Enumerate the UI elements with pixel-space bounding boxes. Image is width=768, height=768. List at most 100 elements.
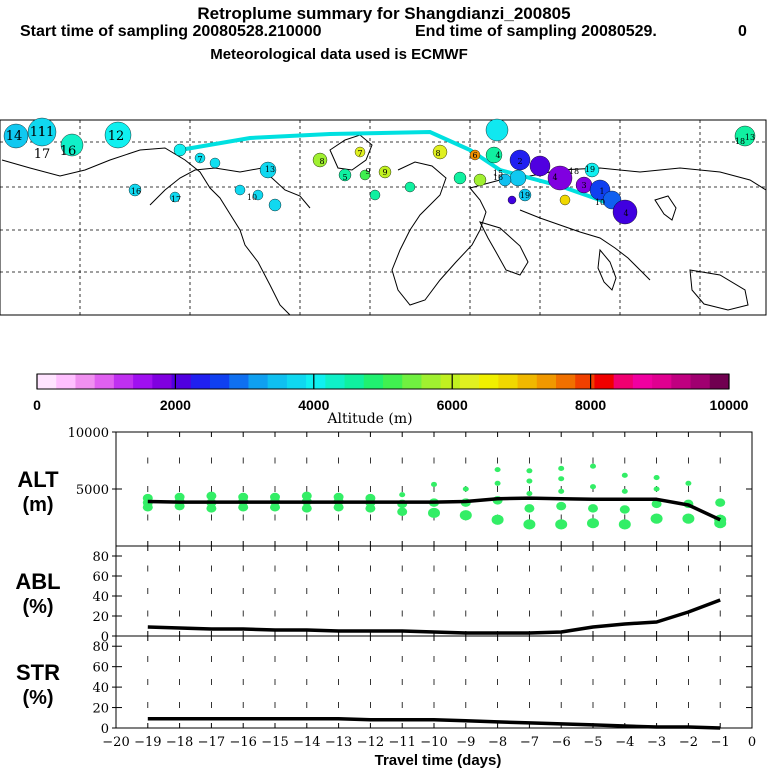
scatter-point [428, 507, 440, 519]
x-tick-label: −6 [552, 735, 571, 750]
map-frame [0, 119, 767, 316]
x-tick-label: −17 [198, 735, 225, 750]
map-label: 18 [569, 167, 579, 176]
y-tick-label: 5000 [76, 483, 109, 498]
colorbar-swatch [248, 374, 269, 389]
y-tick-label: 20 [92, 610, 109, 625]
colorbar-swatch [56, 374, 76, 389]
scatter-point [651, 499, 662, 509]
colorbar-swatch [37, 374, 57, 389]
scatter-point [588, 504, 598, 513]
x-tick-label: −13 [325, 735, 352, 750]
trajectory-marker [252, 189, 264, 201]
colorbar-swatch [75, 374, 96, 389]
colorbar-swatch [267, 374, 288, 389]
x-tick-label: −18 [166, 735, 193, 750]
x-tick-label: −8 [488, 735, 507, 750]
trajectory-marker [169, 191, 181, 203]
trajectory-marker [378, 165, 392, 179]
scatter-point [301, 504, 312, 513]
trajectory-marker [485, 146, 503, 164]
panel-ylabel-units: (%) [22, 687, 53, 709]
x-tick-label: −9 [456, 735, 475, 750]
map-label: 9 [382, 168, 387, 177]
scatter-point [526, 491, 533, 497]
map-label: 9 [365, 167, 370, 176]
scatter-point [494, 480, 501, 486]
map-label: 16 [60, 144, 77, 159]
map-label: 13 [265, 165, 275, 174]
trajectory-marker [259, 161, 277, 179]
trajectory-marker [354, 146, 366, 158]
scatter-point [462, 486, 469, 492]
start-time-label: Start time of sampling 20080528.210000 [20, 23, 322, 40]
scatter-point [491, 514, 504, 525]
trajectory-marker [27, 117, 57, 147]
met-data-label: Meteorological data used is ECMWF [210, 46, 468, 63]
y-tick-label: 80 [92, 640, 109, 655]
trajectory-marker [173, 143, 187, 157]
scatter-point [715, 498, 726, 507]
x-tick-label: 0 [748, 735, 756, 750]
end-time-suffix: 0 [738, 23, 747, 40]
trajectory-marker [469, 149, 481, 161]
colorbar-swatch [171, 374, 192, 389]
map-label: 12 [108, 129, 125, 144]
end-time-label: End time of sampling 20080529. [415, 23, 657, 40]
x-tick-label: −20 [102, 735, 129, 750]
x-tick-label: −1 [711, 735, 730, 750]
map-label: 10 [595, 198, 605, 207]
coastline [654, 195, 677, 221]
colorbar-swatch [671, 374, 692, 389]
map-label: 5 [342, 173, 347, 182]
map-label: 8 [319, 157, 324, 166]
map-label: 3 [581, 181, 586, 190]
colorbar-swatch [575, 374, 595, 389]
scatter-point [431, 481, 437, 487]
y-tick-label: 10000 [68, 426, 109, 441]
colorbar-swatch [690, 374, 711, 389]
colorbar-swatch [306, 374, 326, 389]
y-tick-label: 40 [92, 590, 109, 605]
colorbar-swatch [94, 374, 115, 389]
trajectory-marker [509, 169, 527, 187]
map-label: 18 [735, 137, 745, 146]
map-label: 17 [171, 195, 181, 204]
x-tick-label: −5 [583, 735, 602, 750]
map-label: 10 [247, 193, 257, 202]
coastline [689, 269, 749, 311]
scatter-point [621, 488, 628, 494]
series-line [147, 717, 721, 730]
scatter-point [653, 475, 660, 481]
map-label: 17 [34, 147, 51, 162]
colorbar-swatch [536, 374, 557, 389]
trajectory-marker [509, 149, 531, 171]
map-label: 16 [493, 173, 503, 182]
scatter-point [619, 505, 630, 514]
scatter-point [556, 501, 567, 511]
map-label: 6 [472, 151, 477, 160]
trajectory-marker [547, 165, 573, 191]
trajectory-marker [359, 169, 371, 181]
colorbar-swatch [459, 374, 480, 389]
map-label: 13 [745, 133, 755, 142]
y-tick-label: 80 [92, 550, 109, 565]
x-tick-label: −10 [420, 735, 447, 750]
trajectory-marker [584, 162, 600, 178]
colorbar-swatch [479, 374, 499, 389]
colorbar-swatch [498, 374, 519, 389]
x-tick-label: −11 [388, 735, 415, 750]
altitude-colorbar: 0 2000 4000 6000 8000 10000 Altitude (m) [33, 373, 749, 427]
trajectory-marker [473, 173, 487, 187]
trajectory-marker [128, 183, 142, 197]
trajectory-marker [194, 152, 206, 164]
trajectory-marker [369, 189, 381, 201]
trajectory-marker [268, 198, 282, 212]
colorbar-swatch [402, 374, 422, 389]
coastline [1, 147, 291, 316]
colorbar-tick-label: 0 [33, 397, 41, 413]
trajectory-marker [518, 188, 532, 202]
panel-ylabel: ALT [17, 467, 59, 492]
coastline [479, 221, 529, 276]
